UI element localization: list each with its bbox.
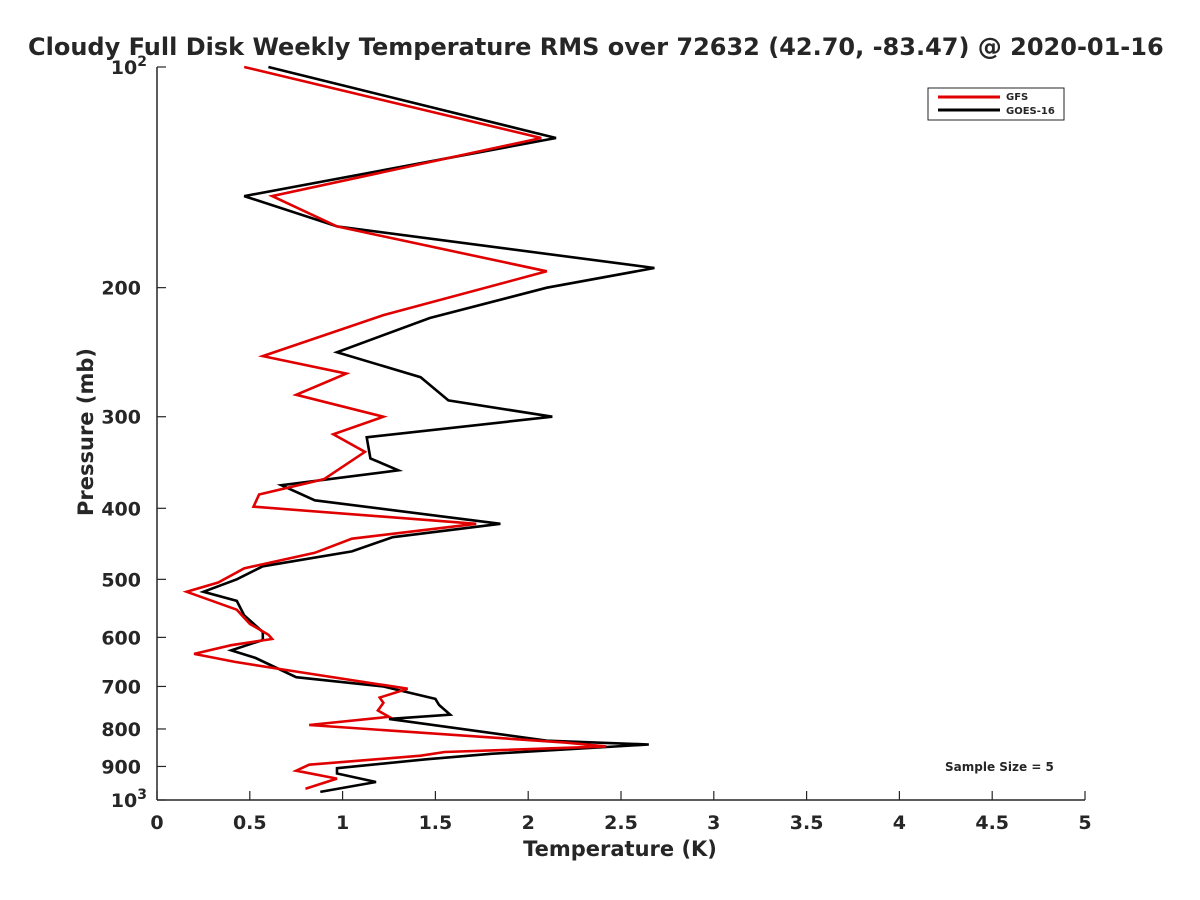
y-tick-label: 600 [101, 627, 141, 649]
x-tick-label: 3.5 [790, 812, 824, 834]
sample-size-annotation: Sample Size = 5 [945, 760, 1054, 774]
legend-box [927, 87, 1065, 121]
y-tick-label: 103 [111, 787, 147, 812]
x-axis-label: Temperature (K) [523, 837, 717, 861]
legend: GFS GOES-16 [927, 87, 1065, 121]
x-tick-label: 5 [1078, 812, 1091, 834]
chart-title: Cloudy Full Disk Weekly Temperature RMS … [28, 33, 1164, 61]
x-tick-label: 2 [522, 812, 535, 834]
legend-label-gfs: GFS [1006, 92, 1028, 103]
x-tick-label: 4 [893, 812, 906, 834]
y-tick-label: 400 [101, 498, 141, 520]
series-line-goes16 [199, 65, 655, 794]
series-line-gfs [182, 65, 607, 790]
y-axis-label: Pressure (mb) [74, 348, 98, 516]
x-tick-label: 0.5 [233, 812, 267, 834]
x-tick-label: 2.5 [604, 812, 638, 834]
y-tick-label: 800 [101, 719, 141, 741]
y-tick-label: 102 [111, 54, 147, 79]
y-tick-label: 500 [101, 569, 141, 591]
y-tick-label: 900 [101, 756, 141, 778]
x-tick-label: 0 [150, 812, 163, 834]
y-tick-label: 300 [101, 407, 141, 429]
plot-area: 0 0.5 1 1.5 2 2.5 3 3.5 4 4.5 5 102 200 300 400 500 600 7… [101, 54, 1091, 834]
x-tick-label: 3 [707, 812, 720, 834]
x-tick-label: 4.5 [975, 812, 1009, 834]
x-tick-label: 1.5 [419, 812, 453, 834]
y-tick-label: 200 [101, 278, 141, 300]
legend-label-goes16: GOES-16 [1006, 106, 1055, 117]
y-tick-label: 700 [101, 676, 141, 698]
x-tick-label: 1 [336, 812, 349, 834]
